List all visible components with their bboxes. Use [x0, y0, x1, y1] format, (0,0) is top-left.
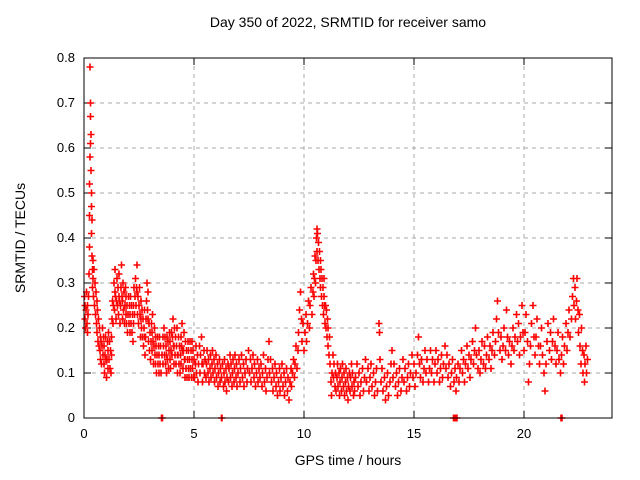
y-tick-label: 0: [68, 410, 75, 425]
chart-title: Day 350 of 2022, SRMTID for receiver sam…: [209, 14, 487, 30]
y-tick-label: 0.4: [57, 230, 75, 245]
y-tick-label: 0.2: [57, 320, 75, 335]
y-tick-label: 0.6: [57, 140, 75, 155]
data-points: [81, 63, 591, 422]
y-tick-label: 0.7: [57, 95, 75, 110]
x-tick-label: 20: [517, 426, 531, 441]
y-tick-label: 0.8: [57, 50, 75, 65]
x-tick-label: 15: [407, 426, 421, 441]
x-axis-label: GPS time / hours: [294, 452, 402, 468]
x-tick-label: 0: [80, 426, 87, 441]
y-axis-label: SRMTID / TECUs: [12, 182, 28, 294]
y-tick-label: 0.3: [57, 275, 75, 290]
y-tick-label: 0.5: [57, 185, 75, 200]
plot-border: [83, 57, 613, 419]
x-tick-label: 10: [297, 426, 311, 441]
x-tick-label: 5: [190, 426, 197, 441]
y-tick-label: 0.1: [57, 365, 75, 380]
